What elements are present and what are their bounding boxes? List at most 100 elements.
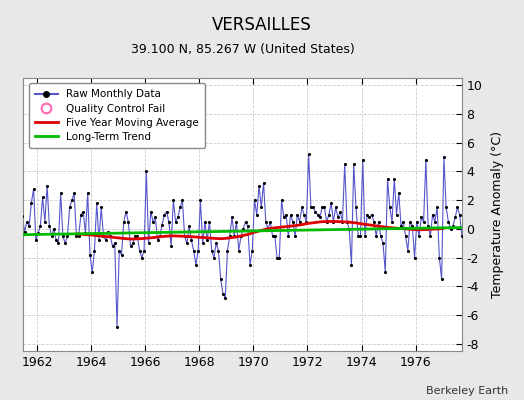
Point xyxy=(45,223,53,229)
Point xyxy=(358,157,367,163)
Point xyxy=(453,204,462,210)
Point xyxy=(277,197,286,203)
Point xyxy=(221,295,230,301)
Point xyxy=(365,214,374,221)
Point xyxy=(149,218,157,225)
Point xyxy=(59,233,67,239)
Point xyxy=(214,247,223,254)
Point xyxy=(124,218,133,225)
Point xyxy=(52,237,60,244)
Point xyxy=(296,218,304,225)
Point xyxy=(255,183,263,189)
Point xyxy=(327,200,335,206)
Point xyxy=(270,233,279,239)
Point xyxy=(183,240,191,246)
Point xyxy=(142,168,150,175)
Point xyxy=(282,211,290,218)
Point xyxy=(392,211,401,218)
Point xyxy=(379,240,387,246)
Point xyxy=(131,233,139,239)
Y-axis label: Temperature Anomaly (°C): Temperature Anomaly (°C) xyxy=(491,131,504,298)
Point xyxy=(460,218,468,225)
Point xyxy=(339,218,347,225)
Point xyxy=(208,247,216,254)
Point xyxy=(86,252,94,258)
Point xyxy=(102,237,110,244)
Point xyxy=(70,190,79,196)
Point xyxy=(309,204,318,210)
Point xyxy=(325,211,333,218)
Point xyxy=(160,211,169,218)
Point xyxy=(433,204,441,210)
Point xyxy=(104,229,112,235)
Point xyxy=(257,204,266,210)
Point xyxy=(165,218,173,225)
Text: VERSAILLES: VERSAILLES xyxy=(212,16,312,34)
Point xyxy=(169,197,178,203)
Point xyxy=(72,233,81,239)
Point xyxy=(192,262,200,268)
Point xyxy=(248,247,256,254)
Point xyxy=(205,218,214,225)
Point xyxy=(377,233,385,239)
Point xyxy=(395,190,403,196)
Point xyxy=(43,183,51,189)
Point xyxy=(302,218,311,225)
Point xyxy=(41,218,49,225)
Point xyxy=(135,247,144,254)
Point xyxy=(401,233,410,239)
Point xyxy=(315,214,324,221)
Point xyxy=(356,233,365,239)
Point xyxy=(54,240,62,246)
Point xyxy=(74,233,83,239)
Point xyxy=(293,211,301,218)
Point xyxy=(57,190,65,196)
Point xyxy=(350,161,358,168)
Point xyxy=(12,214,20,221)
Point xyxy=(99,233,107,239)
Point xyxy=(14,210,22,216)
Point xyxy=(81,230,90,236)
Point xyxy=(307,204,315,210)
Point xyxy=(361,233,369,239)
Point xyxy=(126,243,135,249)
Point xyxy=(446,226,455,232)
Point xyxy=(178,197,187,203)
Point xyxy=(212,240,221,246)
Point xyxy=(68,197,76,203)
Point xyxy=(332,204,340,210)
Point xyxy=(403,247,412,254)
Point xyxy=(406,218,414,225)
Point xyxy=(20,229,29,235)
Point xyxy=(298,204,306,210)
Point xyxy=(352,204,360,210)
Point xyxy=(431,218,439,225)
Point xyxy=(230,233,238,239)
Point xyxy=(442,204,450,210)
Point xyxy=(219,290,227,297)
Point xyxy=(88,269,96,275)
Point xyxy=(194,247,202,254)
Point xyxy=(458,233,466,239)
Point xyxy=(113,324,121,330)
Point xyxy=(147,208,155,215)
Point xyxy=(426,233,434,239)
Point xyxy=(190,247,198,254)
Point xyxy=(388,218,396,225)
Title: 39.100 N, 85.267 W (United States): 39.100 N, 85.267 W (United States) xyxy=(130,43,354,56)
Point xyxy=(343,218,351,225)
Point xyxy=(261,218,270,225)
Point xyxy=(372,233,380,239)
Point xyxy=(410,254,419,261)
Point xyxy=(412,218,421,225)
Point xyxy=(424,223,432,229)
Point xyxy=(397,223,405,229)
Point xyxy=(9,233,17,239)
Point xyxy=(419,218,428,225)
Point xyxy=(268,233,277,239)
Point xyxy=(347,262,356,268)
Point xyxy=(138,254,146,261)
Point xyxy=(300,211,308,218)
Point xyxy=(117,252,126,258)
Point xyxy=(422,157,430,163)
